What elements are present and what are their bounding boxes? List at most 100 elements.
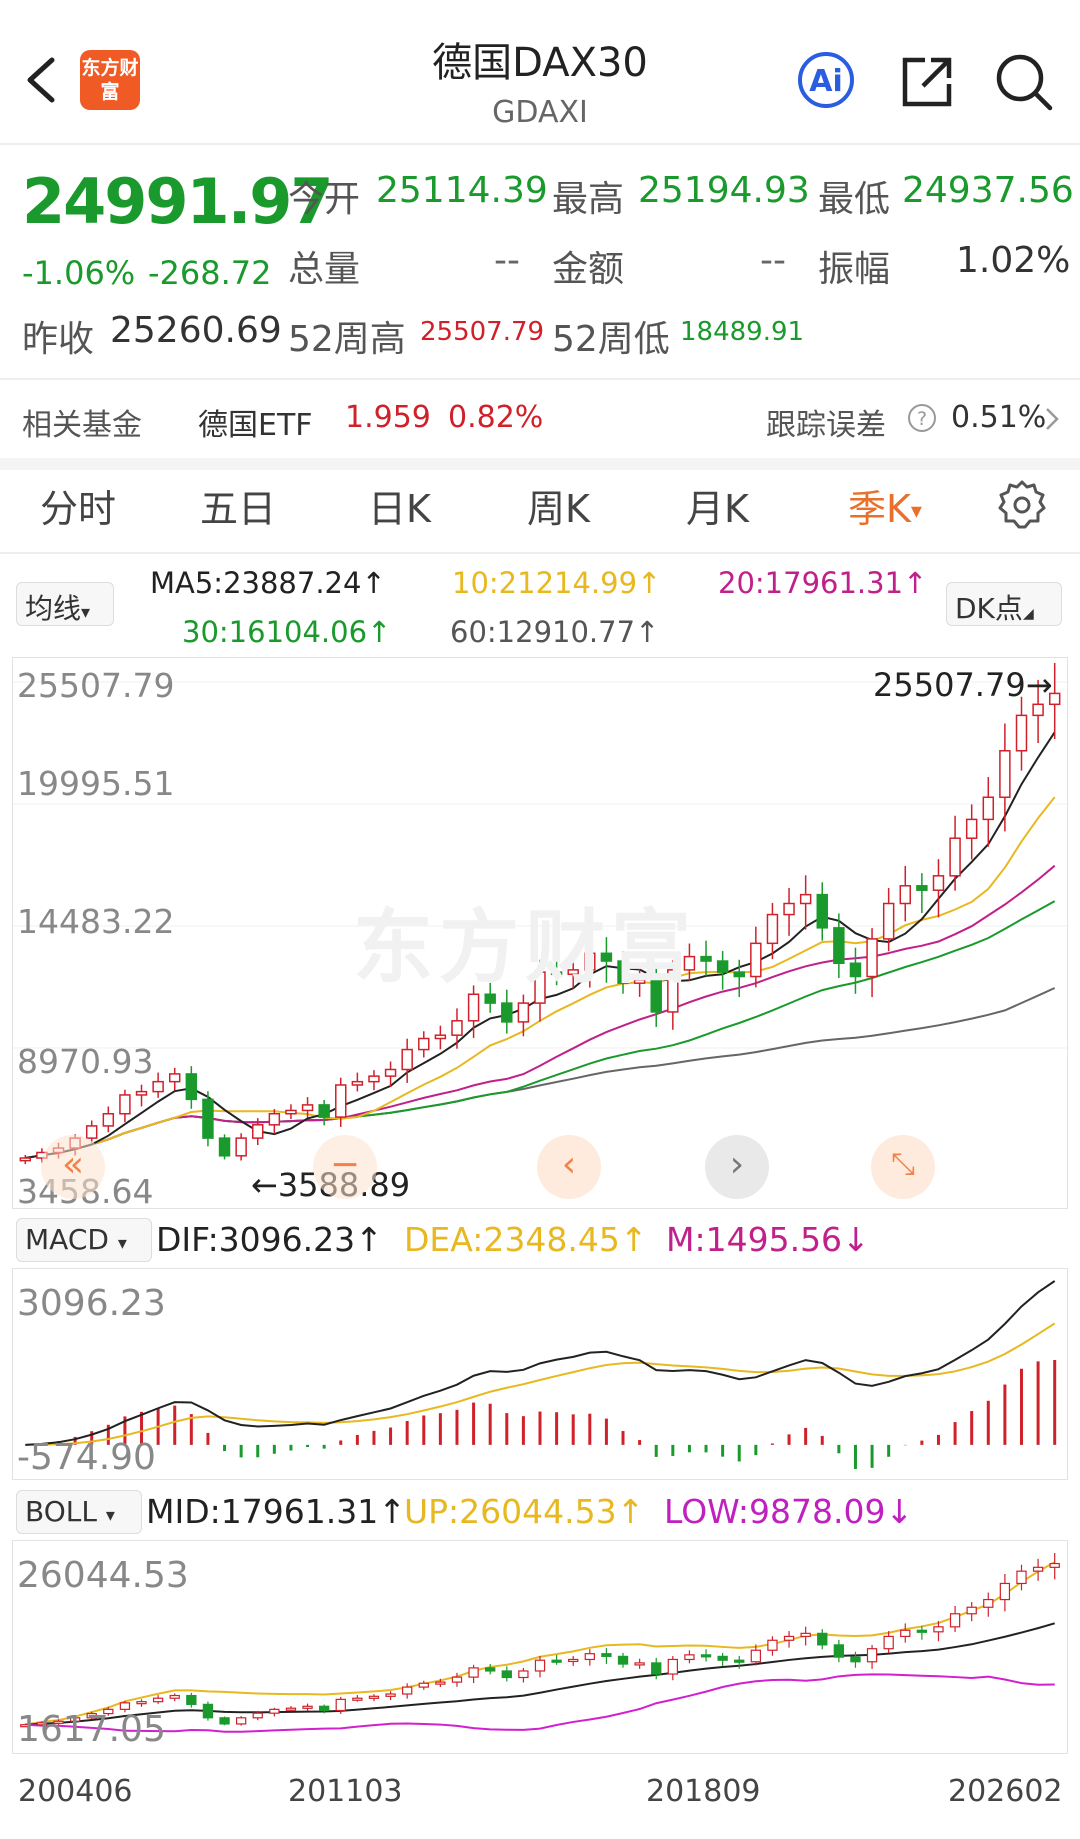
settings-gear-icon[interactable] xyxy=(996,478,1048,530)
help-icon[interactable]: ? xyxy=(907,403,937,433)
boll-candle-body xyxy=(883,1635,894,1650)
y-axis-label: 8970.93 xyxy=(17,1042,154,1081)
boll-candle-body xyxy=(534,1659,546,1672)
boll-candle-body xyxy=(949,1613,961,1628)
candle-body xyxy=(368,1075,380,1083)
boll-candle-body xyxy=(866,1648,878,1663)
boll-candle-body xyxy=(285,1707,297,1711)
boll-chart[interactable]: 26044.53 1617.05 xyxy=(12,1540,1068,1754)
candle-body xyxy=(567,969,579,976)
boll-candle-body xyxy=(717,1655,728,1661)
related-fund-row[interactable]: 相关基金 德国ETF 1.959 0.82% 跟踪误差 ? 0.51% xyxy=(0,380,1080,458)
candle-body xyxy=(816,893,828,929)
x-axis-label: 201809 xyxy=(646,1774,761,1809)
open-label: 今开 xyxy=(288,179,361,220)
candle-body xyxy=(650,979,662,1013)
boll-candle-body xyxy=(103,1708,114,1715)
boll-candle-body xyxy=(617,1655,629,1665)
candle-body xyxy=(982,796,995,821)
zoom-out-button[interactable]: − xyxy=(313,1135,377,1199)
boll-candle-body xyxy=(1032,1566,1044,1572)
tab-quarterly-k[interactable]: 季K▾ xyxy=(848,478,922,533)
y-axis-label: 19995.51 xyxy=(17,764,175,803)
boll-candle-body xyxy=(385,1693,396,1697)
candle-body xyxy=(683,955,696,971)
boll-candle-body xyxy=(966,1606,977,1615)
boll-candle-body xyxy=(601,1653,612,1657)
candle-body xyxy=(617,960,629,984)
boll-candle-body xyxy=(53,1720,64,1724)
boll-candle-body xyxy=(1049,1562,1060,1568)
volume-value: -- xyxy=(494,240,520,281)
change-percent: -1.06% xyxy=(22,254,136,292)
tab-five-day[interactable]: 五日 xyxy=(200,487,277,531)
boll-candle-body xyxy=(933,1626,944,1633)
scroll-right-button[interactable]: › xyxy=(705,1135,769,1199)
candle-body xyxy=(1032,703,1044,717)
share-icon[interactable] xyxy=(895,50,959,114)
boll-candle-body xyxy=(700,1654,712,1658)
amplitude-label: 振幅 xyxy=(818,249,891,290)
macd-chart[interactable]: 3096.23 -574.90 xyxy=(12,1268,1068,1480)
high-value: 25194.93 xyxy=(638,170,810,211)
scroll-first-button[interactable]: « xyxy=(41,1135,105,1199)
candle-body xyxy=(202,1098,214,1139)
boll-candle-body xyxy=(252,1712,263,1719)
candle-body xyxy=(882,902,895,940)
candle-body xyxy=(85,1125,98,1139)
candle-body xyxy=(1048,692,1061,706)
candle-body xyxy=(534,971,546,1004)
macd-svg xyxy=(25,1280,1057,1469)
dk-point-toggle[interactable]: DK点◢ xyxy=(946,582,1062,626)
candle-body xyxy=(600,952,613,962)
boll-candle-body xyxy=(783,1635,795,1641)
svg-text:?: ? xyxy=(917,408,927,430)
low-value: 24937.56 xyxy=(902,170,1074,211)
boll-candle-body xyxy=(468,1667,479,1678)
candle-body xyxy=(102,1113,115,1127)
candle-body xyxy=(467,993,480,1022)
tab-weekly-k[interactable]: 周K xyxy=(527,487,590,531)
boll-candle-body xyxy=(219,1717,230,1725)
boll-y-top: 26044.53 xyxy=(17,1555,189,1596)
boll-candle-body xyxy=(318,1705,330,1712)
max-marker-value: 25507.79 xyxy=(873,666,1026,704)
candlestick-chart[interactable]: 东方财富 25507.79 19995.51 14483.22 8970.93 … xyxy=(12,657,1069,1211)
search-icon[interactable] xyxy=(992,50,1056,114)
caret-down-icon: ▾ xyxy=(81,602,91,623)
dea-line xyxy=(25,1322,1056,1446)
candle-body xyxy=(119,1094,131,1115)
candle-body xyxy=(1015,714,1028,752)
open-value: 25114.39 xyxy=(376,170,548,211)
fund-name[interactable]: 德国ETF xyxy=(198,408,313,443)
boll-candle-body xyxy=(402,1686,413,1695)
scroll-left-button[interactable]: ‹ xyxy=(537,1135,601,1199)
amount-label: 金额 xyxy=(552,249,625,290)
tab-daily-k[interactable]: 日K xyxy=(368,487,431,531)
boll-candle-body xyxy=(833,1644,845,1658)
candle-body xyxy=(899,885,912,905)
candle-body xyxy=(716,960,729,973)
fullscreen-icon[interactable]: ⤡ xyxy=(871,1135,935,1199)
candlestick-svg xyxy=(13,662,1069,1165)
boll-candle-body xyxy=(651,1662,662,1675)
back-icon[interactable] xyxy=(18,50,62,110)
amplitude-value: 1.02% xyxy=(956,240,1071,281)
boll-candle-body xyxy=(69,1717,81,1722)
candle-body xyxy=(451,1020,463,1036)
app-logo[interactable]: 东方财富 xyxy=(80,50,140,110)
amount-value: -- xyxy=(760,240,786,281)
boll-selector[interactable]: BOLL ▾ xyxy=(16,1490,142,1534)
y-axis-label: 14483.22 xyxy=(17,902,175,941)
tab-monthly-k[interactable]: 月K xyxy=(686,487,749,531)
ai-assistant-icon[interactable]: Ai xyxy=(792,50,860,110)
macd-selector[interactable]: MACD ▾ xyxy=(16,1218,152,1262)
boll-candle-body xyxy=(634,1662,645,1666)
ma10-value: 10:21214.99↑ xyxy=(452,566,662,600)
boll-candle-body xyxy=(269,1708,280,1714)
ma-selector[interactable]: 均线▾ xyxy=(16,582,114,626)
divider xyxy=(0,143,1080,145)
boll-candle-body xyxy=(202,1703,214,1719)
tab-intraday[interactable]: 分时 xyxy=(40,487,117,531)
boll-candle-body xyxy=(850,1656,861,1663)
